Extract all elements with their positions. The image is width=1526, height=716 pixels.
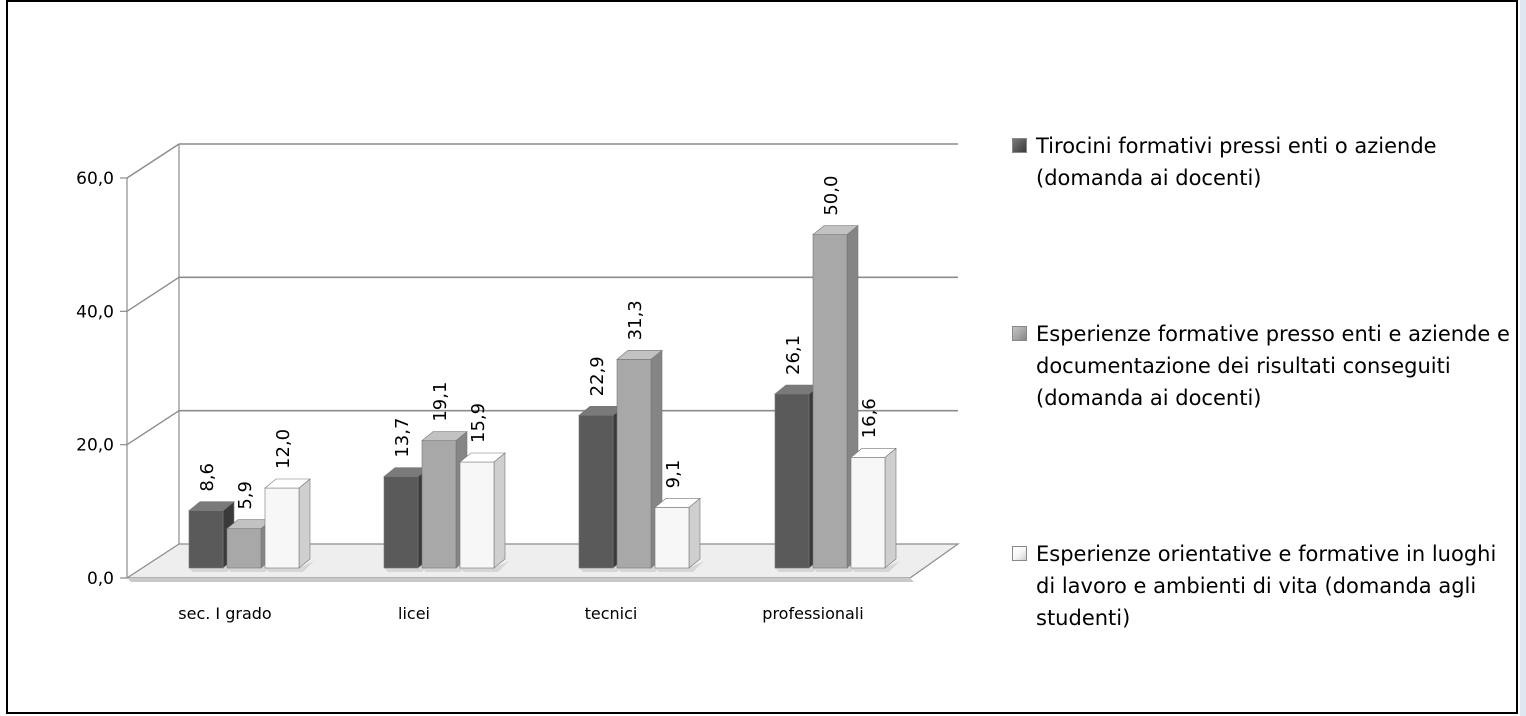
bar [654,507,690,569]
legend-swatch-series-2 [1012,326,1027,341]
bar [850,457,886,569]
bar [578,415,614,569]
bar-shadow [422,561,471,572]
data-label: 5,9 [235,481,256,510]
chart-floor-edge [127,578,914,582]
bar-side [493,452,506,569]
gridline-diagonal [126,410,180,446]
bar-top [654,498,701,508]
bar-top [616,350,663,360]
bar [264,487,300,569]
bar-side [688,497,701,569]
y-tick-label: 40,0 [76,302,114,322]
legend-label-series-1: Tirocini formativi pressi enti o aziende… [1036,134,1437,190]
bar-top [188,501,235,511]
bar-top [850,448,897,458]
bar-shadow [813,561,862,572]
data-label: 16,6 [859,398,880,438]
bar-top [812,225,859,235]
legend-swatch-series-3 [1012,546,1027,561]
x-tick-label: tecnici [585,604,638,623]
bar [774,393,810,569]
data-label: 15,9 [468,403,489,443]
data-label: 9,1 [663,460,684,489]
legend-item-series-3: Esperienze orientative e formative in lu… [1012,538,1512,634]
bar-shadow [189,561,238,572]
data-label: 22,9 [587,356,608,396]
x-tick-label: professionali [762,604,863,623]
bar-shadow [617,561,666,572]
legend-item-series-2: Esperienze formative presso enti e azien… [1012,318,1512,414]
bar-shadow [655,561,704,572]
bar-shadow [460,561,509,572]
data-label: 26,1 [783,335,804,375]
bar [459,461,495,569]
legend-label-series-2: Esperienze formative presso enti e azien… [1036,322,1510,410]
bar-shadow [384,561,433,572]
bar-side [884,447,897,569]
gridline-diagonal [126,143,180,179]
gridline-diagonal [126,276,180,312]
y-tick-label: 20,0 [76,436,114,456]
legend-swatch-series-1 [1012,138,1027,153]
legend-label-series-3: Esperienze orientative e formative in lu… [1036,542,1497,630]
bar [421,440,457,569]
x-tick-label: sec. I grado [178,604,271,623]
bar-top [459,452,506,463]
bar [616,359,652,569]
data-label: 19,1 [430,382,451,422]
bar [812,234,848,569]
background-strip [1520,0,1526,716]
data-label: 13,7 [392,418,413,458]
bar [226,528,262,569]
y-tick-label: 0,0 [87,569,114,589]
bar-chart-3d: 0,0 20,0 40,0 60,0 sec. I grado licei tecnici p… [76,143,960,623]
chart-frame [6,0,1518,714]
x-tick-label: licei [398,604,430,623]
bar-top [421,431,468,441]
data-label: 12,0 [273,429,294,469]
data-label: 8,6 [197,463,218,492]
legend-item-series-1: Tirocini formativi pressi enti o aziende… [1012,130,1512,194]
data-label: 50,0 [821,176,842,216]
bar-shadow [579,561,628,572]
bar [188,510,224,569]
bar-side [298,478,311,569]
bar-shadow [851,561,900,572]
bar-shadow [227,561,276,572]
bar-top [264,478,311,489]
bar [383,476,419,569]
bar-shadow [265,561,314,572]
bar-shadow [775,561,824,572]
data-label: 31,3 [625,300,646,340]
y-tick-label: 60,0 [76,169,114,189]
